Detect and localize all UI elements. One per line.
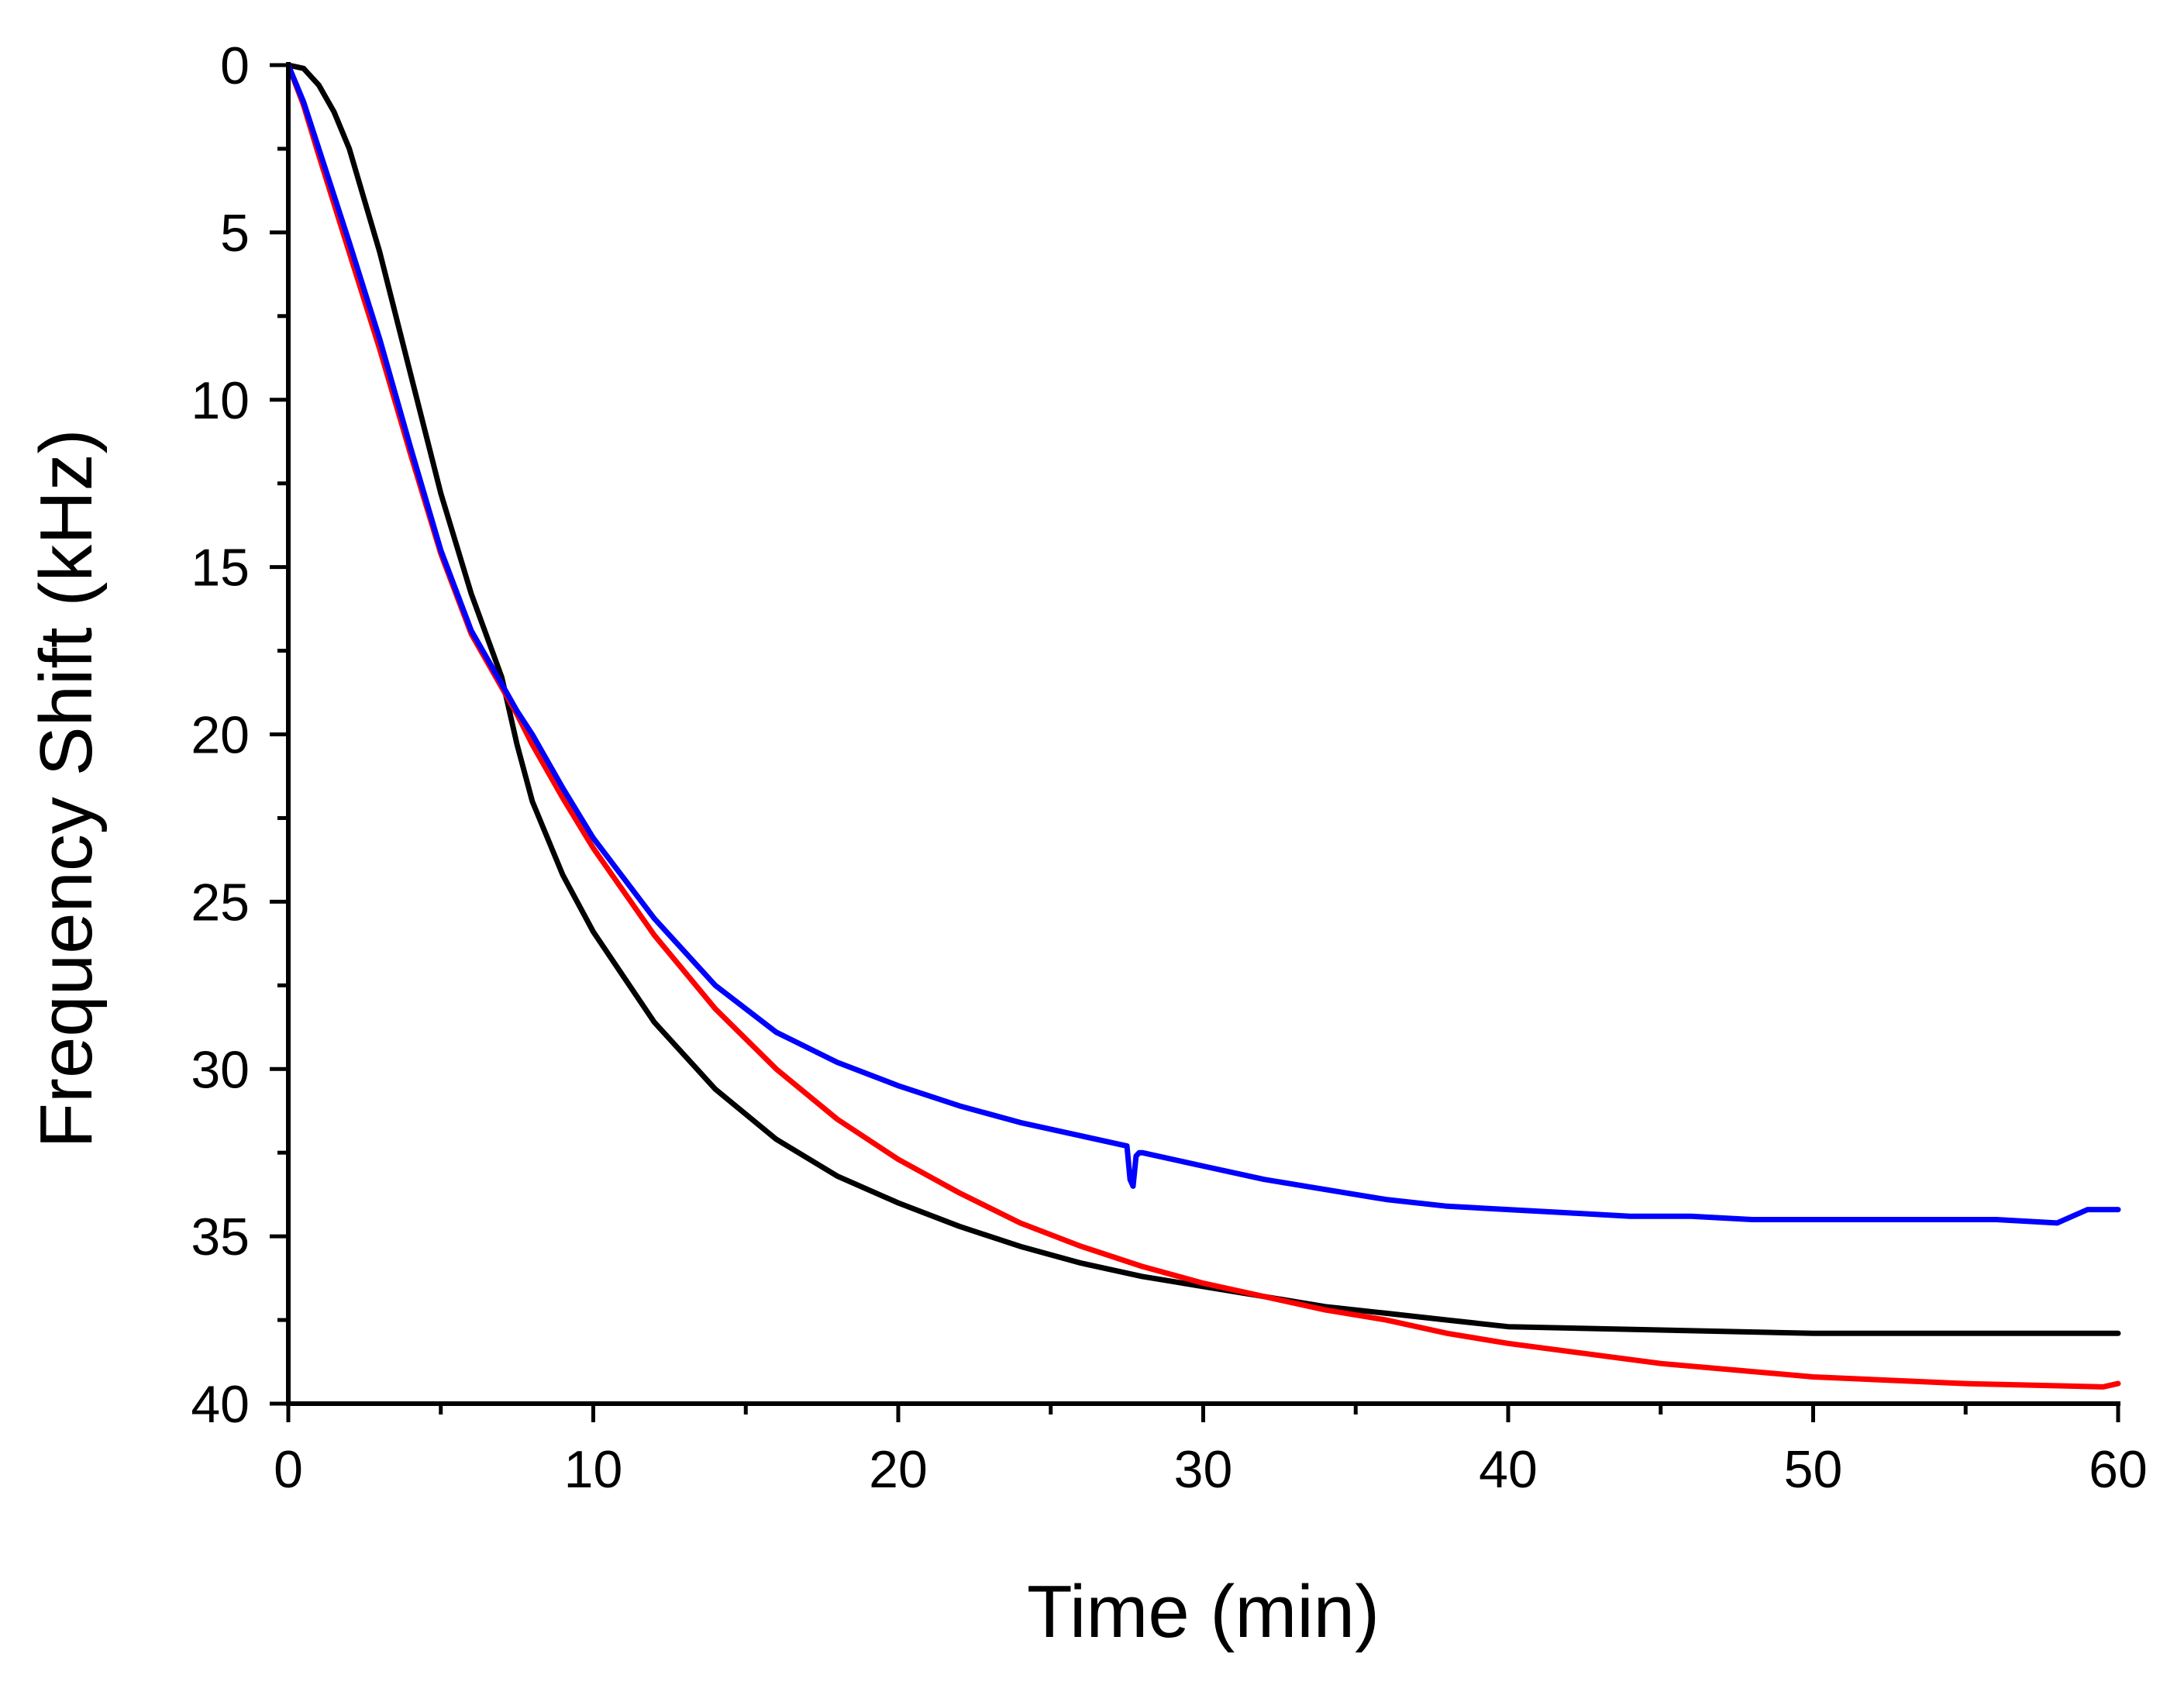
x-axis-title: Time (min) — [1027, 1570, 1380, 1653]
x-tick-label: 40 — [1479, 1440, 1538, 1499]
x-tick-label: 50 — [1784, 1440, 1843, 1499]
series-layer — [285, 62, 2121, 1390]
x-tick-label: 20 — [869, 1440, 928, 1499]
y-axis-title: Frequency Shift (kHz) — [25, 429, 108, 1148]
x-tick-label: 30 — [1174, 1440, 1233, 1499]
y-tick-label: 15 — [191, 539, 250, 598]
x-tick-label: 10 — [564, 1440, 623, 1499]
axes — [286, 62, 2120, 1406]
series-line-black — [285, 62, 2121, 1336]
x-tick-label: 0 — [274, 1440, 303, 1499]
y-tick-label: 25 — [191, 873, 250, 932]
y-tick-label: 10 — [191, 371, 250, 430]
series-line-red — [285, 62, 2121, 1390]
y-tick-label: 20 — [191, 706, 250, 765]
y-tick-label: 40 — [191, 1375, 250, 1434]
y-tick-label: 5 — [220, 204, 250, 263]
series-line-blue — [285, 62, 2121, 1226]
y-tick-label: 30 — [191, 1040, 250, 1099]
y-ticks: 0 5 10 15 20 25 30 35 40 — [191, 36, 288, 1434]
y-tick-label: 0 — [220, 36, 250, 95]
y-tick-label: 35 — [191, 1208, 250, 1266]
x-ticks: 0 10 20 30 40 50 60 — [274, 1404, 2148, 1499]
x-tick-label: 60 — [2089, 1440, 2148, 1499]
